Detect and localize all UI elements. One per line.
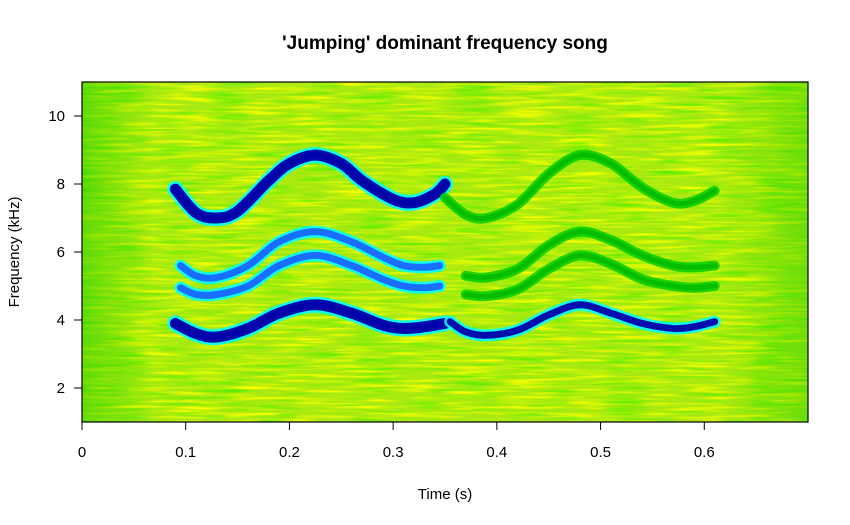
ridge-stroke-mid	[177, 251, 444, 299]
harmonic-ridge	[460, 250, 720, 302]
y-axis: 2 4 6 8 10	[48, 108, 82, 397]
chart-title: 'Jumping' dominant frequency song	[282, 33, 608, 54]
x-tick-label: 0.2	[279, 444, 300, 461]
x-tick-label: 0.3	[383, 444, 404, 461]
harmonic-ridge	[440, 149, 720, 224]
ridge-stroke-core	[172, 301, 448, 341]
ridge-stroke-core	[172, 152, 448, 222]
y-tick-label: 4	[57, 312, 65, 329]
harmonic-ridge	[460, 226, 720, 283]
y-tick-label: 6	[57, 244, 65, 261]
plot-area	[82, 82, 808, 422]
x-tick-label: 0	[78, 444, 86, 461]
harmonic-ridges	[167, 147, 721, 346]
harmonic-ridge	[174, 249, 446, 302]
harmonic-ridge	[167, 147, 453, 227]
y-tick-label: 10	[48, 108, 65, 125]
y-axis-label: Frequency (kHz)	[6, 197, 23, 308]
ridge-stroke-core	[463, 229, 718, 281]
ridge-stroke-mid	[177, 228, 444, 282]
harmonic-ridge	[174, 225, 446, 285]
y-tick-label: 8	[57, 176, 65, 193]
x-tick-label: 0.6	[694, 444, 715, 461]
ridge-stroke-mid	[446, 301, 719, 339]
x-tick-label: 0.1	[175, 444, 196, 461]
edge-fade	[82, 82, 808, 422]
x-tick-label: 0.5	[590, 444, 611, 461]
harmonic-ridge	[167, 296, 453, 346]
x-axis: 0 0.1 0.2 0.3 0.4 0.5 0.6	[78, 421, 715, 461]
y-tick-label: 2	[57, 380, 65, 397]
ridge-stroke-core	[463, 252, 718, 299]
harmonic-ridge	[444, 298, 721, 342]
x-tick-label: 0.4	[486, 444, 507, 461]
ridge-stroke-core	[442, 152, 718, 222]
x-axis-label: Time (s)	[418, 486, 472, 503]
